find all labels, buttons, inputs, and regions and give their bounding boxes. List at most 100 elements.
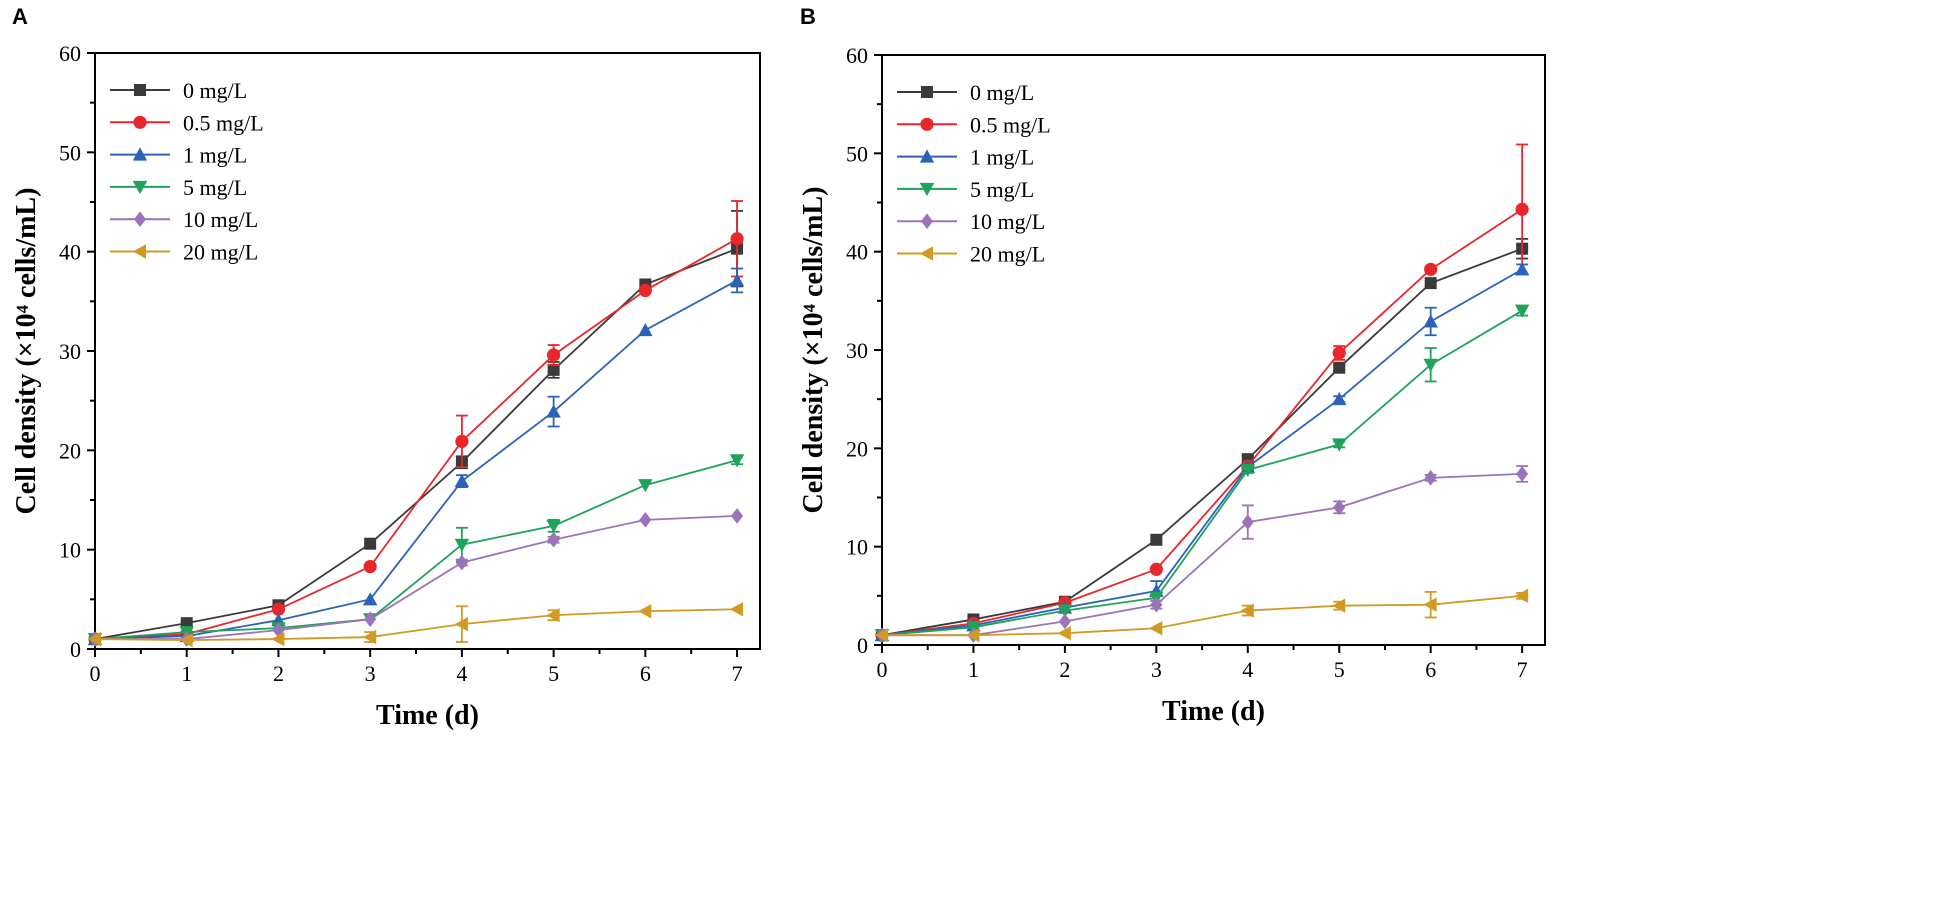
data-point — [1150, 596, 1163, 613]
data-point — [1149, 562, 1163, 576]
series-line — [95, 514, 738, 640]
series-line — [94, 237, 738, 640]
data-point — [454, 473, 470, 488]
legend-marker — [919, 246, 933, 261]
legend-label: 20 mg/L — [183, 240, 258, 265]
legend-marker — [133, 115, 147, 129]
data-point — [1424, 277, 1437, 290]
series-line — [881, 268, 1523, 637]
y-axis-label: Cell density (×10⁴ cells/mL) — [11, 188, 42, 515]
data-point — [1333, 361, 1346, 374]
legend-marker — [134, 84, 146, 96]
data-point — [1515, 202, 1529, 216]
data-point — [874, 627, 888, 643]
x-tick-label: 1 — [968, 657, 979, 682]
legend-item: 0 mg/L — [110, 78, 247, 103]
data-point — [1332, 438, 1347, 452]
plot-frame — [881, 54, 1546, 646]
series-20-mg-L — [87, 602, 744, 648]
x-tick-label: 7 — [732, 661, 743, 686]
series-line — [881, 247, 1523, 637]
data-point — [87, 631, 101, 647]
data-point — [179, 632, 193, 648]
data-point — [1240, 603, 1254, 618]
legend-label: 10 mg/L — [970, 209, 1045, 234]
x-tick-label: 4 — [1242, 657, 1253, 682]
data-point — [1241, 514, 1254, 530]
x-tick-label: 5 — [1334, 657, 1345, 682]
data-point — [966, 627, 980, 643]
data-point — [1332, 391, 1347, 406]
x-tick-label: 6 — [640, 661, 651, 686]
y-tick-label: 50 — [846, 141, 868, 166]
data-point — [1424, 262, 1438, 276]
x-tick-label: 2 — [1059, 657, 1070, 682]
x-tick-label: 3 — [365, 661, 376, 686]
legend-label: 1 mg/L — [970, 145, 1034, 170]
data-point — [362, 592, 378, 606]
legend-label: 0.5 mg/L — [183, 110, 264, 135]
data-point — [1057, 626, 1071, 641]
panel-label: A — [12, 4, 28, 29]
data-point — [1332, 346, 1346, 360]
data-point — [729, 454, 745, 468]
x-tick-label: 5 — [548, 661, 559, 686]
panel-B: B 0 1 2 3 4 5 6 7 0 10 20 30 40 50 60 Time (d) Cell densi… — [798, 4, 1546, 727]
data-point — [1332, 598, 1346, 613]
data-point — [364, 611, 377, 627]
data-point — [638, 604, 652, 619]
legend-item: 1 mg/L — [110, 143, 247, 168]
data-point — [454, 538, 470, 552]
y-tick-label: 10 — [846, 535, 868, 560]
series-10-mg-L — [89, 508, 744, 647]
data-point — [638, 322, 653, 337]
data-point — [638, 283, 652, 298]
data-point — [1240, 463, 1255, 478]
legend-marker — [134, 211, 146, 227]
x-tick-label: 1 — [181, 661, 192, 686]
legend-marker — [919, 149, 935, 163]
legend-item: 1 mg/L — [897, 145, 1034, 170]
legend-label: 0 mg/L — [970, 80, 1034, 105]
x-axis-label: Time (d) — [1162, 696, 1265, 727]
data-point — [1150, 533, 1163, 546]
data-point — [1057, 604, 1073, 618]
legend-item: 0.5 mg/L — [897, 112, 1051, 137]
data-point — [638, 479, 653, 493]
legend-label: 5 mg/L — [970, 177, 1034, 202]
data-point — [730, 232, 744, 246]
legend-label: 20 mg/L — [970, 242, 1045, 267]
data-point — [547, 348, 561, 362]
y-tick-label: 20 — [846, 436, 868, 461]
legend-item: 5 mg/L — [110, 175, 247, 200]
data-point — [1514, 304, 1530, 318]
x-tick-label: 6 — [1425, 657, 1436, 682]
series-line — [881, 309, 1523, 637]
series-10-mg-L — [876, 465, 1529, 643]
legend-marker — [919, 182, 935, 197]
data-point — [1058, 613, 1071, 630]
data-point — [729, 273, 745, 287]
series-line — [94, 608, 738, 641]
y-tick-label: 40 — [59, 240, 81, 265]
data-point — [1423, 358, 1438, 372]
data-point — [363, 559, 377, 574]
series-1-mg-L — [87, 267, 745, 646]
data-point — [546, 608, 560, 623]
data-point — [1514, 262, 1530, 276]
legend-marker — [132, 147, 148, 161]
panel-label: B — [800, 4, 816, 29]
series-line — [882, 473, 1523, 637]
legend-item: 20 mg/L — [110, 240, 258, 265]
data-point — [271, 631, 285, 647]
data-point — [547, 363, 560, 376]
data-point — [1514, 588, 1529, 604]
series-line — [94, 279, 738, 640]
legend-label: 5 mg/L — [183, 175, 247, 200]
legend-marker — [920, 117, 934, 131]
data-point — [1333, 499, 1346, 516]
legend-item: 0 mg/L — [897, 80, 1034, 105]
data-point — [271, 602, 286, 616]
